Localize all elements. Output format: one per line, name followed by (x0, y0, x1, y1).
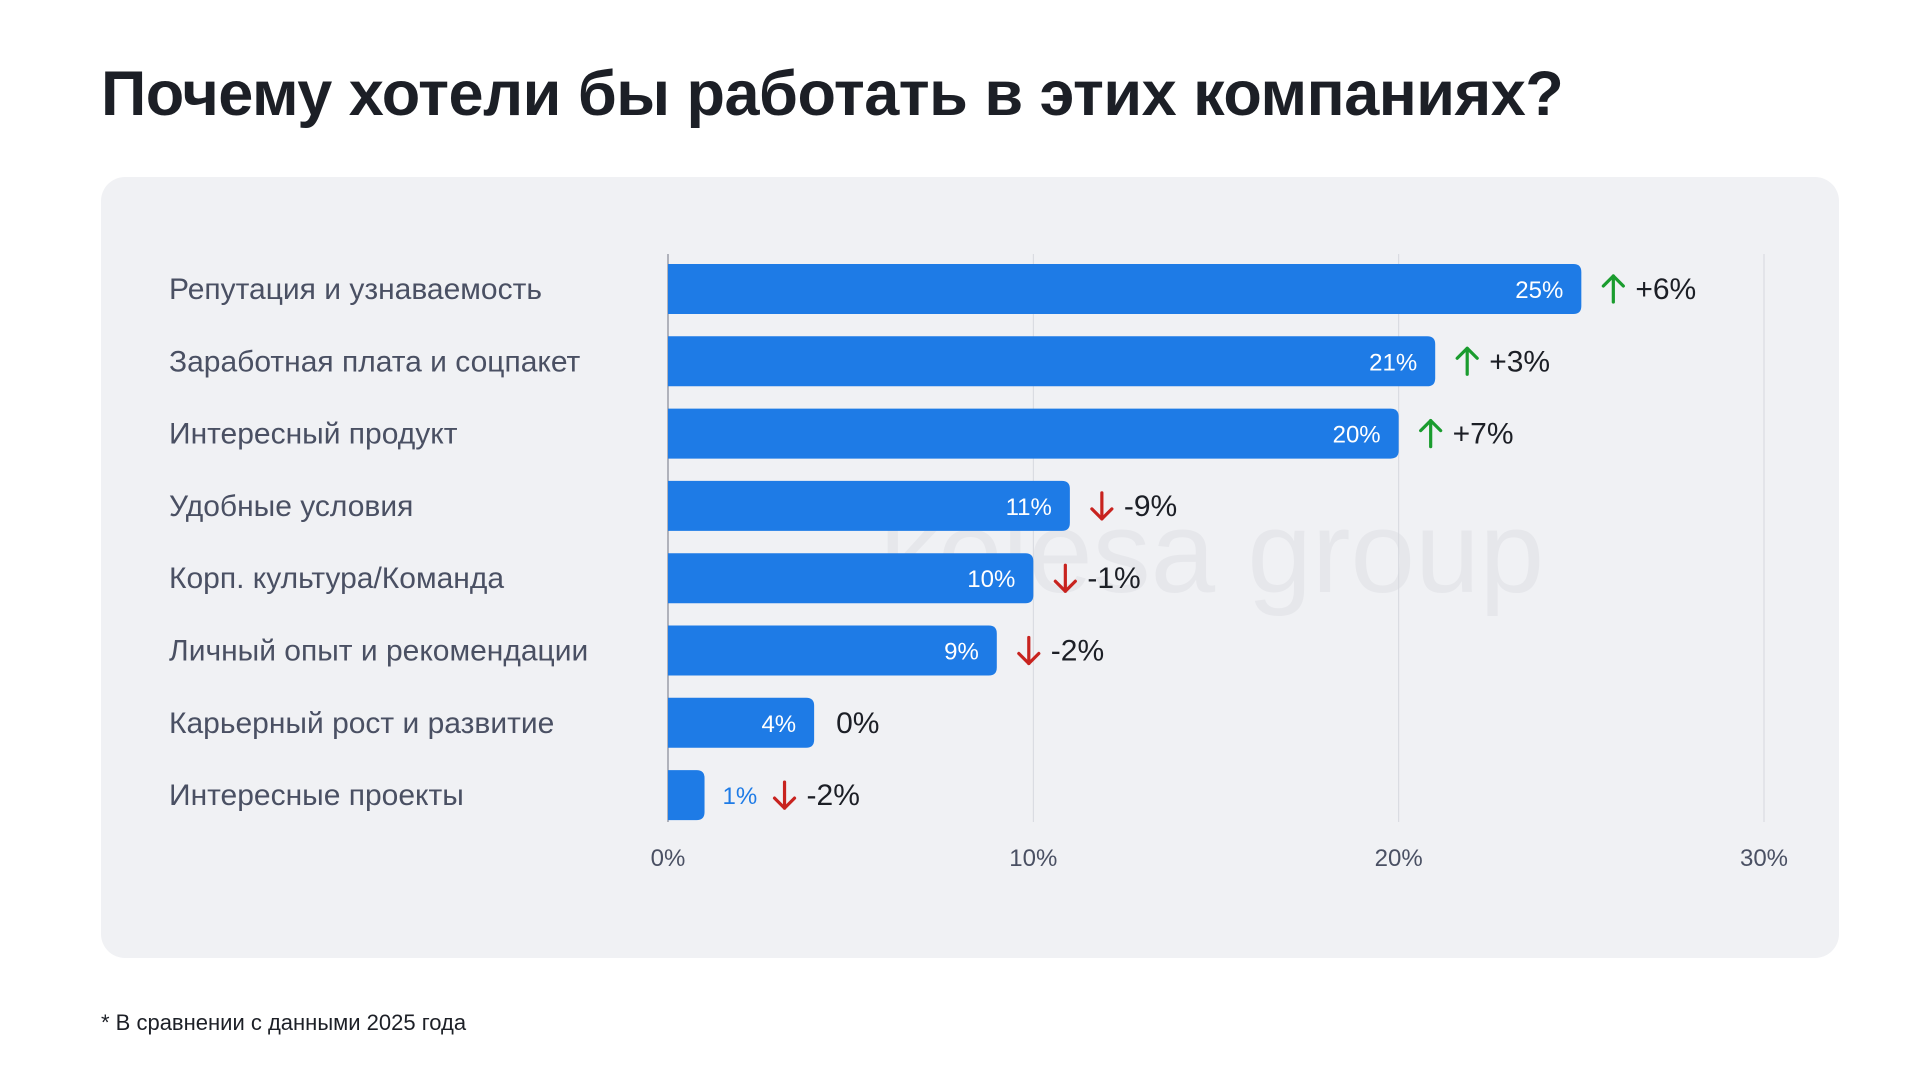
change-label: 0% (836, 707, 879, 740)
bar (668, 336, 1436, 387)
bar (668, 553, 1034, 604)
bars: 25% +6% 21% +3% 20% +7% 11% -9% 10% -1% 9% -2% 4% 0% 1… (668, 264, 1696, 821)
x-tick-label: 30% (1740, 845, 1788, 872)
arrow-down-icon (1053, 563, 1077, 593)
category-labels: Репутация и узнаваемость Заработная плата… (169, 273, 588, 812)
arrow-down-icon (772, 780, 797, 810)
data-label: 25% (1515, 277, 1563, 304)
x-tick-label: 10% (1009, 845, 1057, 872)
data-label: 20% (1333, 422, 1381, 449)
page-title: Почему хотели бы работать в этих компани… (101, 59, 1564, 129)
category-label: Личный опыт и рекомендации (169, 635, 588, 668)
category-label: Интересный продукт (169, 418, 458, 451)
change-label: +3% (1489, 345, 1550, 378)
category-label: Заработная плата и соцпакет (169, 345, 581, 378)
x-tick-label: 20% (1375, 845, 1423, 872)
category-label: Удобные условия (169, 490, 413, 523)
change-label: -1% (1087, 562, 1140, 595)
data-label: 1% (723, 783, 758, 810)
bar (668, 770, 705, 821)
data-label: 4% (761, 711, 796, 738)
change-label: -9% (1124, 490, 1177, 523)
change-label: -2% (1051, 635, 1104, 668)
category-label: Корп. культура/Команда (169, 562, 504, 595)
bar (668, 264, 1582, 314)
change-label: -2% (807, 779, 860, 812)
arrow-up-icon (1419, 419, 1443, 449)
data-label: 9% (944, 639, 979, 666)
bar (668, 697, 815, 748)
x-tick-label: 0% (651, 845, 686, 872)
data-label: 10% (967, 566, 1015, 593)
arrow-down-icon (1090, 491, 1114, 521)
data-label: 21% (1369, 349, 1417, 376)
arrow-down-icon (1017, 635, 1041, 666)
change-label: +6% (1635, 273, 1696, 306)
category-label: Интересные проекты (169, 779, 464, 812)
x-axis-ticks: 0% 10% 20% 30% (651, 845, 1788, 872)
bar (668, 408, 1399, 459)
data-label: 11% (1006, 494, 1052, 521)
arrow-up-icon (1601, 274, 1625, 304)
bar (668, 625, 997, 676)
bar (668, 480, 1070, 531)
category-label: Карьерный рост и развитие (169, 707, 554, 740)
footnote: * В сравнении с данными 2025 года (101, 1010, 467, 1035)
arrow-up-icon (1455, 346, 1479, 376)
category-label: Репутация и узнаваемость (169, 273, 542, 306)
change-label: +7% (1453, 418, 1514, 451)
